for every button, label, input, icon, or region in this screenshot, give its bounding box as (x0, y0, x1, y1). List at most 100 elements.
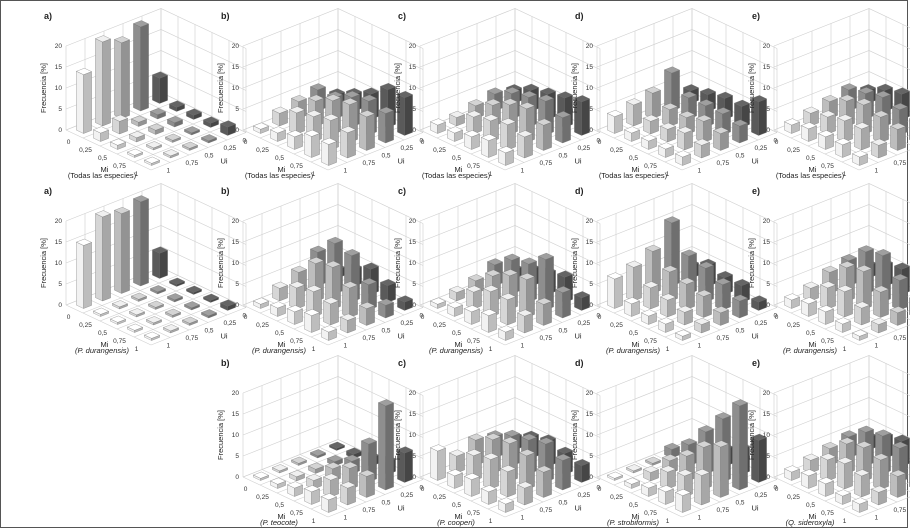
bar-face (624, 126, 640, 134)
z-tick-label: 0,25 (401, 320, 414, 327)
bar (220, 120, 236, 136)
wall-gridline (596, 225, 778, 266)
x-axis-label: Mi (632, 512, 640, 521)
x-tick-label: 1 (666, 518, 670, 525)
y-axis-label: Frecuencia [%] (747, 238, 756, 288)
floor-gridline (84, 297, 171, 338)
x-tick-label: 1 (489, 518, 493, 525)
bar-face (152, 71, 168, 79)
bar-face (837, 114, 853, 122)
bar-face (272, 106, 288, 114)
z-tick-label: 1 (344, 514, 348, 521)
bar-face (468, 433, 484, 441)
bar-face (844, 460, 853, 490)
bar (852, 329, 868, 341)
y-axis-label: Frecuencia [%] (216, 63, 225, 113)
bar-face (220, 299, 236, 307)
y-tick-label: 0 (235, 302, 239, 309)
bar-face (652, 89, 661, 119)
wall-gridline (773, 397, 910, 436)
bar-face (715, 107, 731, 115)
bar-face (827, 456, 836, 482)
wall-gridline (773, 29, 910, 68)
bar-face (803, 281, 819, 289)
bar-face (500, 293, 516, 300)
z-tick-label: 0,5 (382, 152, 391, 159)
bars (607, 66, 767, 166)
bar (751, 95, 767, 136)
bar-face (679, 280, 687, 310)
bar-face (500, 468, 508, 498)
bar-face (76, 238, 92, 246)
bar-face (679, 111, 695, 118)
bar-face (677, 305, 693, 313)
bar-face (852, 329, 868, 337)
bar-face (321, 137, 337, 145)
x-tick-label: 0 (244, 486, 248, 493)
bar-face (536, 465, 552, 473)
z-tick-label: 0 (420, 312, 424, 319)
bar (93, 307, 109, 317)
bar-face (485, 269, 501, 277)
bar-face (818, 305, 834, 313)
bar-face (645, 456, 661, 464)
x-tick-label: 0,5 (806, 330, 815, 337)
panel-caption: (Todas las especies) (599, 171, 668, 180)
x-tick-label: 1 (489, 171, 493, 178)
bar-face (361, 94, 377, 102)
bar-face (658, 142, 674, 150)
wall-gridline (419, 204, 601, 245)
floor-gridline (327, 132, 424, 171)
bar-face (751, 95, 767, 103)
x-tick-label: 0 (598, 314, 602, 321)
panel-letter: e) (752, 186, 760, 196)
bar-face (289, 470, 305, 477)
z-tick-label: 0,75 (717, 507, 730, 514)
x-axis-label: Mi (809, 165, 817, 174)
bar (272, 281, 288, 302)
y-tick-label: 10 (763, 260, 771, 267)
x-tick-label: 1 (312, 171, 316, 178)
bar-face (633, 264, 642, 302)
bar (498, 325, 514, 341)
floor-gridline (773, 476, 860, 518)
bar-face (555, 286, 571, 293)
wall-gridline (242, 50, 424, 91)
bar-face (430, 447, 438, 481)
x-tick-label: 0,25 (787, 494, 800, 501)
y-axis-label: Frecuencia [%] (393, 238, 402, 288)
bar-face (308, 257, 324, 264)
y-axis-label: Frecuencia [%] (570, 63, 579, 113)
bar (574, 291, 590, 311)
x-tick-label: 0,5 (275, 330, 284, 337)
bar (696, 289, 712, 318)
y-tick-label: 5 (235, 281, 239, 288)
bar-face (890, 122, 906, 130)
bar-face (664, 66, 680, 74)
bar-face (645, 89, 653, 119)
bar-face (841, 83, 857, 91)
wall-gridline (419, 376, 601, 417)
x-tick-label: 0 (598, 486, 602, 493)
bar-face (698, 99, 714, 107)
bar-face (159, 74, 168, 104)
bar (803, 281, 819, 302)
z-tick-label: 0,75 (363, 335, 376, 342)
z-tick-label: 0,75 (363, 160, 376, 167)
bar-face (321, 140, 329, 166)
x-tick-label: 0,5 (629, 502, 638, 509)
bar (481, 309, 497, 333)
bar-face (310, 245, 326, 253)
bar (253, 297, 269, 309)
bar-face (696, 440, 712, 448)
z-tick-label: 1 (698, 342, 702, 349)
z-tick-label: 0,25 (224, 145, 237, 152)
bar (660, 293, 676, 318)
z-tick-label: 0 (774, 312, 778, 319)
panel-letter: c) (398, 11, 406, 21)
bar (732, 119, 748, 144)
